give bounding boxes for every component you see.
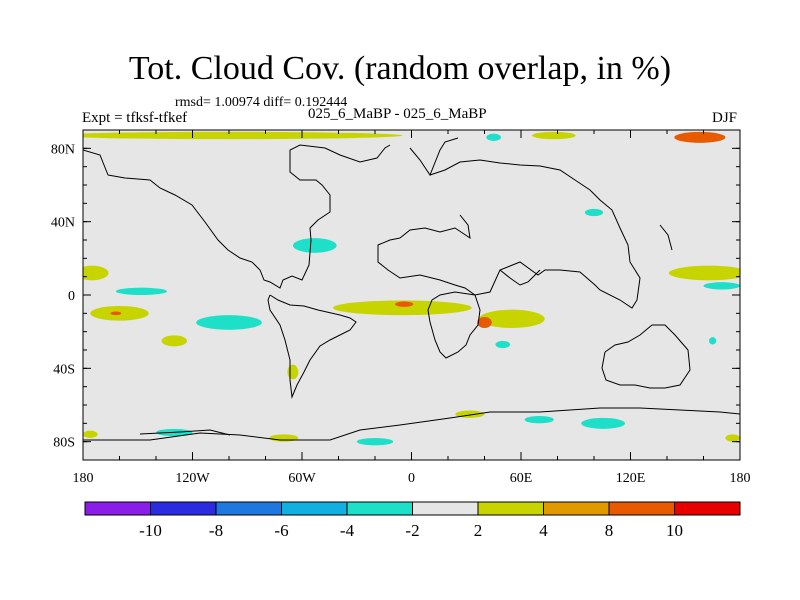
coastline-north-america	[107, 144, 391, 289]
coastline-africa	[427, 291, 481, 359]
coastline-south-america	[267, 294, 357, 399]
x-tick-label: 60W	[288, 471, 316, 486]
coastline-australia	[601, 324, 691, 389]
colorbar-bin	[150, 501, 217, 516]
anomaly-patch	[292, 238, 337, 253]
colorbar-bin	[281, 501, 348, 516]
coastlines	[83, 137, 740, 441]
anomaly-patch	[83, 430, 98, 439]
y-tick-label: 0	[68, 289, 75, 304]
anomaly-patch	[524, 416, 554, 424]
colorbar: -10 -8 -6 -4 -2 2 4 8 10	[84, 501, 741, 540]
anomaly-patch	[531, 131, 576, 140]
anomaly-patch	[287, 364, 299, 380]
colorbar-bin	[608, 501, 675, 516]
x-tick-label: 120W	[175, 471, 210, 486]
anomaly-layer	[83, 131, 740, 446]
anomaly-patch	[725, 434, 740, 442]
coastline-japan	[659, 224, 673, 251]
y-tick-label: 40S	[53, 362, 75, 377]
x-tick-label: 60E	[510, 471, 533, 486]
colorbar-label: -4	[340, 521, 355, 540]
colorbar-bin	[215, 501, 282, 516]
x-tick-label: 180	[73, 471, 94, 486]
anomaly-patch	[495, 340, 511, 349]
anomaly-patch	[486, 133, 501, 141]
anomaly-patch	[83, 131, 403, 140]
anomaly-patch	[703, 282, 740, 290]
anomaly-patch	[584, 208, 604, 217]
anomaly-patch	[161, 335, 188, 347]
coastline-iceland	[399, 214, 471, 240]
anomaly-patch	[196, 315, 262, 330]
colorbar-label: -8	[209, 521, 223, 540]
stats-label: rmsd= 1.00974 diff= 0.192444	[175, 95, 348, 110]
x-tick-label: 120E	[616, 471, 646, 486]
anomaly-patch	[668, 265, 740, 281]
anomaly-patch	[477, 317, 492, 328]
colorbar-bin	[346, 501, 413, 516]
colorbar-bin	[412, 501, 479, 516]
x-tick-label: 0	[408, 471, 415, 486]
anomaly-patch	[479, 309, 545, 329]
x-tick-label: 180	[730, 471, 751, 486]
anomaly-patch	[333, 300, 472, 316]
colorbar-label: 4	[539, 521, 548, 540]
colorbar-bin	[674, 501, 741, 516]
colorbar-bin	[543, 501, 610, 516]
colorbar-label: -6	[274, 521, 288, 540]
anomaly-patch	[356, 438, 394, 446]
colorbar-bin	[84, 501, 151, 516]
coastline-misc-north	[83, 149, 109, 176]
colorbar-label: -2	[405, 521, 419, 540]
y-axis: 80N 40N 0 40S 80S	[51, 129, 740, 461]
x-axis: 180 120W 60W 0 60E 120E 180	[73, 130, 751, 486]
anomaly-patch	[83, 265, 109, 281]
anomaly-patch	[115, 287, 167, 296]
map-field	[83, 130, 740, 460]
plot-title: Tot. Cloud Cov. (random overlap, in %)	[128, 50, 672, 87]
subtitle-label: 025_6_MaBP - 025_6_MaBP	[308, 106, 487, 122]
experiment-label: Expt = tfksf-tfkef	[82, 110, 188, 126]
anomaly-patch	[110, 311, 122, 316]
anomaly-patch	[581, 417, 626, 429]
colorbar-label: 2	[474, 521, 483, 540]
anomaly-patch	[708, 337, 717, 345]
coastline-greenland	[409, 137, 459, 177]
colorbar-label: 8	[605, 521, 614, 540]
season-label: DJF	[712, 110, 738, 126]
y-tick-label: 80N	[51, 142, 75, 157]
coastline-antarctica	[83, 407, 740, 441]
y-tick-label: 80S	[53, 436, 75, 451]
colorbar-label: -10	[139, 521, 162, 540]
coastline-arabia	[499, 269, 541, 286]
coastline-eurasia	[377, 159, 641, 309]
colorbar-bin	[477, 501, 544, 516]
anomaly-patch	[269, 434, 299, 442]
coastline-antarctic-peninsula	[139, 429, 231, 436]
colorbar-label: 10	[666, 521, 683, 540]
y-tick-label: 40N	[51, 216, 75, 231]
anomaly-patch	[395, 301, 414, 307]
anomaly-patch	[674, 131, 726, 143]
